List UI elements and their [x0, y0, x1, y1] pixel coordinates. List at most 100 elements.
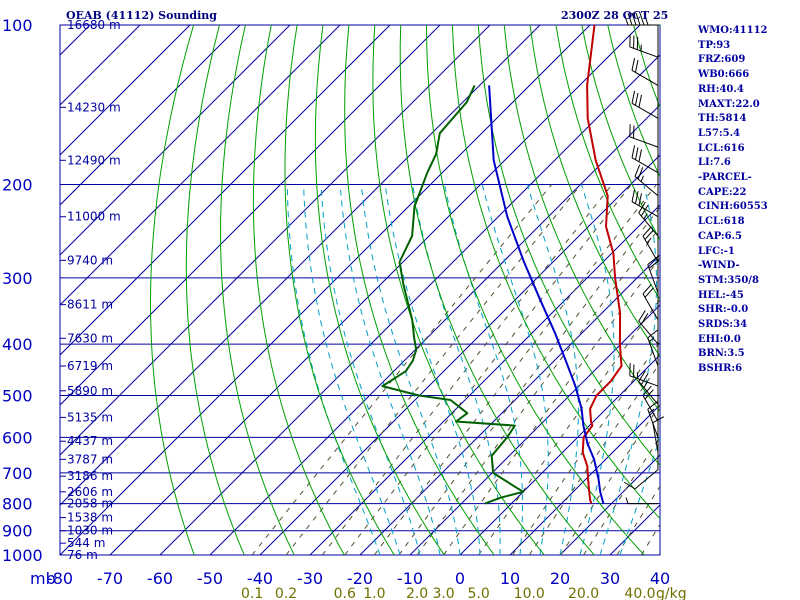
- wind-barb-staff: [652, 422, 659, 453]
- mixing-ratio-label: 20.0: [568, 586, 599, 600]
- pressure-tick-label: 500: [2, 386, 33, 405]
- mixing-ratio-label: 3.0: [432, 586, 454, 600]
- wind-barb-feather: [627, 12, 633, 26]
- dry-adiabat-line: [150, 25, 195, 555]
- wind-barb-half-feather: [643, 213, 648, 220]
- wind-barb: [638, 310, 659, 345]
- indices-panel: WMO:41112 TP:93 FRZ:609 WB0:666 RH:40.4 MAXT:…: [698, 24, 768, 377]
- index-item: -WIND-: [698, 260, 740, 272]
- dry-adiabat-line: [252, 25, 345, 555]
- wind-barb: [623, 469, 659, 490]
- wind-barb-feather: [648, 260, 660, 269]
- mixing-ratio-line: [443, 256, 660, 555]
- wind-barb-feather: [640, 313, 649, 325]
- wind-barb-feather: [642, 226, 652, 237]
- isotherm-line: [209, 104, 660, 555]
- height-label: 14230 m: [67, 100, 121, 114]
- wind-barb: [631, 90, 659, 119]
- wind-barb: [638, 201, 659, 237]
- temperature-tick-label: 30: [600, 569, 620, 588]
- mixing-ratio-unit-label: g/kg: [656, 586, 687, 600]
- dry-adiabat-line: [284, 25, 395, 555]
- wind-barb-staff: [629, 46, 659, 58]
- pressure-tick-label: 100: [2, 16, 33, 35]
- height-label: 544 m: [67, 536, 105, 550]
- wind-barb: [642, 226, 659, 263]
- pressure-tick-label: 600: [2, 428, 33, 447]
- wind-barb-feather: [634, 191, 639, 204]
- temperature-tick-label: -40: [247, 569, 273, 588]
- dry-adiabat-line: [220, 25, 295, 555]
- wind-barb-feather: [631, 57, 636, 71]
- isotherm-line: [60, 25, 291, 256]
- pressure-tick-label: 1000: [2, 546, 43, 565]
- moist-adiabat-line: [481, 184, 549, 555]
- temperature-tick-label: -70: [97, 569, 123, 588]
- index-item: LI:7.6: [698, 157, 731, 169]
- dry-adiabat-line: [555, 25, 660, 301]
- chart-timestamp: 2300Z 28 OCT 25: [561, 9, 669, 22]
- wind-barb: [642, 385, 659, 422]
- wind-barb-staff: [642, 395, 659, 422]
- height-label: 6719 m: [67, 359, 113, 373]
- index-item: HEL:-45: [698, 289, 744, 301]
- moist-adiabat-line: [527, 184, 579, 555]
- wind-barb-feather: [647, 256, 658, 265]
- index-item: FRZ:609: [698, 54, 746, 66]
- mixing-ratio-label: 2.0: [406, 586, 428, 600]
- wind-barb-feather: [638, 94, 642, 108]
- wind-barb-feather: [637, 167, 644, 180]
- mixing-ratio-label: 0.2: [275, 586, 297, 600]
- index-item: MAXT:22.0: [698, 98, 760, 110]
- moist-adiabat-line: [579, 184, 615, 555]
- height-label: 8611 m: [67, 298, 113, 312]
- dry-adiabat-line: [185, 25, 245, 555]
- wind-barb-half-feather: [646, 237, 652, 244]
- wind-barb-feather: [634, 59, 639, 73]
- height-label: 1538 m: [67, 511, 113, 525]
- moist-adiabat-lines: [286, 184, 660, 555]
- mixing-ratio-line: [251, 184, 553, 555]
- wind-barb-feather: [647, 329, 658, 339]
- dry-adiabat-line: [477, 25, 660, 467]
- index-item: SRDS:34: [698, 319, 748, 331]
- wind-barb-feather: [638, 310, 646, 322]
- isotherm-line: [559, 454, 660, 555]
- isotherm-line: [109, 25, 641, 555]
- mixing-ratio-label: 40.0: [624, 586, 655, 600]
- moist-adiabat-line: [619, 435, 660, 555]
- dry-adiabat-line: [451, 25, 660, 520]
- moist-adiabat-line: [384, 184, 481, 555]
- isotherm-line: [60, 25, 491, 456]
- dry-adiabat-line: [763, 25, 800, 566]
- pressure-tick-label: 700: [2, 464, 33, 483]
- moist-adiabat-line: [303, 184, 401, 555]
- wind-barb-feather: [640, 373, 649, 385]
- dry-adiabat-line: [503, 25, 660, 413]
- temperature-tick-label: -50: [197, 569, 223, 588]
- isotherm-line: [259, 154, 660, 555]
- mixing-ratio-line: [344, 184, 632, 555]
- isotherm-line: [409, 304, 660, 555]
- index-item: STM:350/8: [698, 274, 759, 286]
- wind-barb-feather: [638, 370, 646, 382]
- height-label: 9740 m: [67, 253, 113, 267]
- index-item: BSHR:6: [698, 363, 743, 375]
- wind-barb: [629, 363, 659, 387]
- temperature-tick-label: -20: [347, 569, 373, 588]
- mixing-ratio-label: 1.0: [363, 586, 385, 600]
- height-label: 4437 m: [67, 434, 113, 448]
- index-item: LCL:618: [698, 216, 745, 228]
- index-item: CINH:60553: [698, 201, 768, 213]
- moist-adiabat-line: [339, 184, 441, 555]
- dry-adiabat-line: [372, 25, 545, 555]
- isotherm-line: [60, 25, 191, 156]
- wind-barb-feather: [634, 147, 639, 160]
- temperature-tick-label: -10: [397, 569, 423, 588]
- height-label: 12490 m: [67, 153, 121, 167]
- dry-adiabat-line: [344, 25, 495, 555]
- index-item: -PARCEL-: [698, 172, 752, 184]
- isotherm-line: [60, 25, 391, 356]
- wind-barb: [634, 164, 659, 197]
